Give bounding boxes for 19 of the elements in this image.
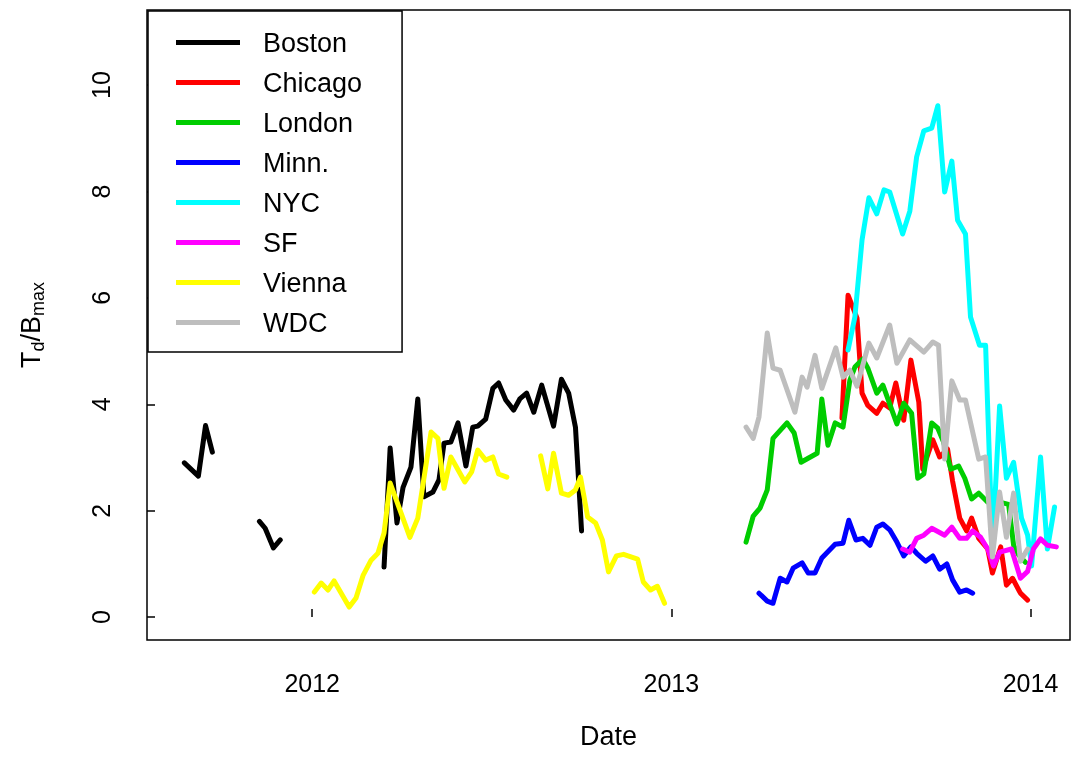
y-tick-label: 4	[86, 397, 115, 412]
legend-label: WDC	[263, 307, 328, 338]
x-tick-label: 2013	[643, 668, 700, 697]
legend-label: SF	[263, 227, 298, 258]
legend-label: Vienna	[263, 267, 348, 298]
legend-label: Minn.	[263, 147, 330, 178]
y-tick-label: 2	[86, 503, 115, 518]
legend-label: London	[263, 107, 354, 138]
legend-label: Boston	[263, 27, 348, 58]
y-tick-label: 6	[86, 290, 115, 305]
y-tick-label: 0	[86, 610, 115, 625]
x-tick-label: 2012	[284, 668, 341, 697]
x-tick-label: 2014	[1002, 668, 1059, 697]
x-axis-title: Date	[579, 720, 638, 751]
y-tick-label: 10	[86, 71, 115, 99]
y-tick-label: 8	[86, 184, 115, 199]
legend-label: NYC	[263, 187, 321, 218]
y-axis-title: Td/Bmax	[16, 281, 48, 369]
legend-label: Chicago	[263, 67, 363, 98]
